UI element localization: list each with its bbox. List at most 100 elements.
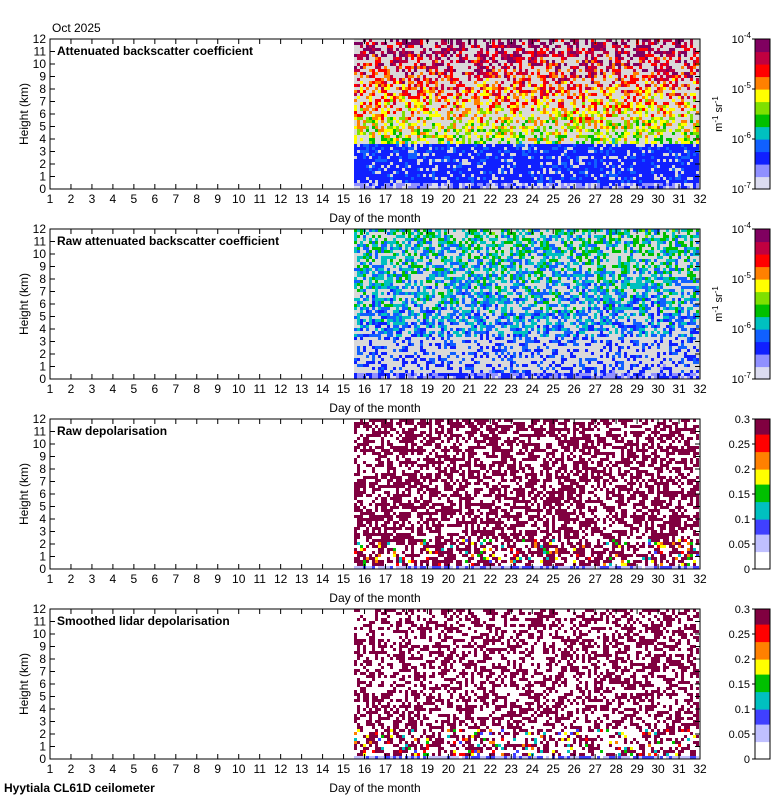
heatmap-cell xyxy=(441,96,444,99)
heatmap-cell xyxy=(474,177,477,180)
heatmap-cell xyxy=(636,168,639,171)
heatmap-cell xyxy=(648,120,651,123)
heatmap-cell xyxy=(408,280,411,283)
heatmap-cell xyxy=(504,45,507,48)
heatmap-cell xyxy=(447,174,450,177)
heatmap-cell xyxy=(432,274,435,277)
heatmap-cell xyxy=(540,180,543,183)
heatmap-cell xyxy=(606,186,609,189)
heatmap-cell xyxy=(429,235,432,238)
heatmap-cell xyxy=(606,126,609,129)
heatmap-cell xyxy=(474,114,477,117)
heatmap-cell xyxy=(429,286,432,289)
heatmap-cell xyxy=(390,373,393,376)
heatmap-cell xyxy=(570,150,573,153)
heatmap-cell xyxy=(660,96,663,99)
heatmap-cell xyxy=(525,102,528,105)
heatmap-cell xyxy=(600,132,603,135)
heatmap-cell xyxy=(447,286,450,289)
x-tick-label: 5 xyxy=(131,192,138,206)
heatmap-cell xyxy=(474,102,477,105)
heatmap-cell xyxy=(360,75,363,78)
heatmap-cell xyxy=(411,376,414,379)
heatmap-cell xyxy=(423,180,426,183)
colorbar-swatch xyxy=(755,59,770,63)
heatmap-cell xyxy=(369,186,372,189)
heatmap-cell xyxy=(468,72,471,75)
heatmap-cell xyxy=(534,45,537,48)
y-tick-label: 10 xyxy=(33,57,47,71)
heatmap-cell xyxy=(450,283,453,286)
heatmap-cell xyxy=(498,63,501,66)
heatmap-cell xyxy=(375,84,378,87)
heatmap-cell xyxy=(435,45,438,48)
heatmap-cell xyxy=(411,265,414,268)
heatmap-cell xyxy=(489,108,492,111)
heatmap-cell xyxy=(357,259,360,262)
heatmap-cell xyxy=(381,144,384,147)
heatmap-cell xyxy=(426,150,429,153)
heatmap-cell xyxy=(585,168,588,171)
heatmap-cell xyxy=(360,126,363,129)
heatmap-cell xyxy=(528,84,531,87)
heatmap-cell xyxy=(357,373,360,376)
heatmap-cell xyxy=(423,301,426,304)
heatmap-cell xyxy=(633,63,636,66)
heatmap-cell xyxy=(366,322,369,325)
heatmap-cell xyxy=(669,177,672,180)
heatmap-cell xyxy=(450,295,453,298)
heatmap-cell xyxy=(603,51,606,54)
heatmap-cell xyxy=(402,346,405,349)
heatmap-cell xyxy=(405,262,408,265)
heatmap-cell xyxy=(408,307,411,310)
heatmap-cell xyxy=(423,144,426,147)
heatmap-cell xyxy=(645,123,648,126)
heatmap-cell xyxy=(390,63,393,66)
heatmap-cell xyxy=(420,54,423,57)
heatmap-cell xyxy=(354,69,357,72)
heatmap-cell xyxy=(360,168,363,171)
heatmap-cell xyxy=(369,229,372,232)
heatmap-cell xyxy=(642,57,645,60)
heatmap-cell xyxy=(606,162,609,165)
heatmap-cell xyxy=(660,66,663,69)
colorbar-tick-label: 10-5 xyxy=(732,81,752,96)
heatmap-cell xyxy=(489,117,492,120)
heatmap-cell xyxy=(360,334,363,337)
heatmap-cell xyxy=(462,138,465,141)
heatmap-cell xyxy=(459,328,462,331)
heatmap-cell xyxy=(663,147,666,150)
heatmap-cell xyxy=(645,147,648,150)
heatmap-cell xyxy=(483,96,486,99)
heatmap-cell xyxy=(474,63,477,66)
heatmap-cell xyxy=(528,174,531,177)
heatmap-cell xyxy=(645,153,648,156)
colorbar-swatch xyxy=(755,176,770,180)
heatmap-cell xyxy=(438,364,441,367)
colorbar-swatch xyxy=(755,104,770,108)
heatmap-cell xyxy=(393,156,396,159)
heatmap-cell xyxy=(450,108,453,111)
heatmap-cell xyxy=(579,93,582,96)
heatmap-cell xyxy=(402,144,405,147)
heatmap-cell xyxy=(489,156,492,159)
heatmap-cell xyxy=(606,51,609,54)
heatmap-cell xyxy=(534,84,537,87)
heatmap-cell xyxy=(621,144,624,147)
heatmap-cell xyxy=(357,159,360,162)
heatmap-cell xyxy=(369,352,372,355)
heatmap-cell xyxy=(603,72,606,75)
heatmap-cell xyxy=(504,114,507,117)
heatmap-cell xyxy=(675,141,678,144)
heatmap-cell xyxy=(531,168,534,171)
heatmap-cell xyxy=(420,90,423,93)
heatmap-cell xyxy=(369,177,372,180)
heatmap-cell xyxy=(600,117,603,120)
heatmap-cell xyxy=(531,45,534,48)
heatmap-cell xyxy=(459,150,462,153)
heatmap-cell xyxy=(372,334,375,337)
heatmap-cell xyxy=(420,66,423,69)
heatmap-cell xyxy=(516,99,519,102)
heatmap-cell xyxy=(414,174,417,177)
heatmap-cell xyxy=(411,51,414,54)
